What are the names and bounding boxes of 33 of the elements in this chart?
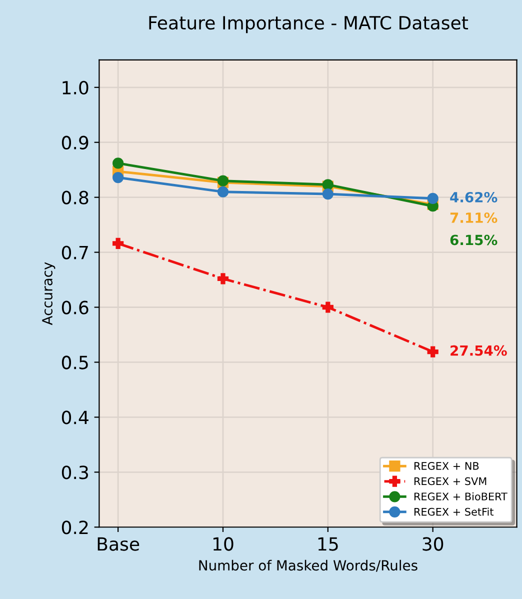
point: [217, 273, 229, 284]
point: [217, 186, 229, 198]
y-tick-label: 1.0: [62, 80, 88, 94]
x-tick-label: 10: [213, 537, 234, 551]
annotation: 7.11%: [450, 212, 498, 223]
y-tick-label: 0.4: [62, 410, 88, 424]
legend-label: REGEX + BioBERT: [414, 492, 508, 500]
legend-label: REGEX + NB: [414, 462, 479, 470]
point: [322, 188, 334, 200]
point: [427, 192, 438, 204]
annotation: 6.15%: [450, 234, 498, 246]
y-tick-label: 0.2: [62, 520, 88, 534]
legend-label: REGEX + SetFit: [414, 508, 494, 516]
point: [112, 238, 124, 250]
x-tick-label: Base: [98, 537, 140, 551]
y-tick-label: 0.3: [62, 466, 88, 480]
annotation: 27.54%: [450, 345, 507, 356]
legend-label: REGEX + SVM: [414, 477, 486, 486]
y-tick-label: 0.8: [62, 190, 88, 204]
y-tick-label: 0.9: [62, 136, 88, 150]
y-tick-label: 0.7: [62, 246, 88, 260]
point: [112, 158, 124, 169]
x-axis-title: Number of Masked Words/Rules: [199, 560, 418, 572]
annotation: 4.62%: [450, 192, 498, 202]
x-tick-label: 15: [318, 537, 338, 551]
point: [112, 172, 124, 184]
point: [427, 346, 438, 358]
point: [322, 302, 334, 313]
y-tick-label: 0.5: [62, 356, 88, 370]
chart-title: Feature Importance - MATC Dataset: [149, 16, 468, 34]
y-tick-label: 0.6: [62, 300, 88, 314]
y-axis-title: Accuracy: [42, 262, 56, 326]
x-tick-label: 30: [422, 537, 444, 551]
